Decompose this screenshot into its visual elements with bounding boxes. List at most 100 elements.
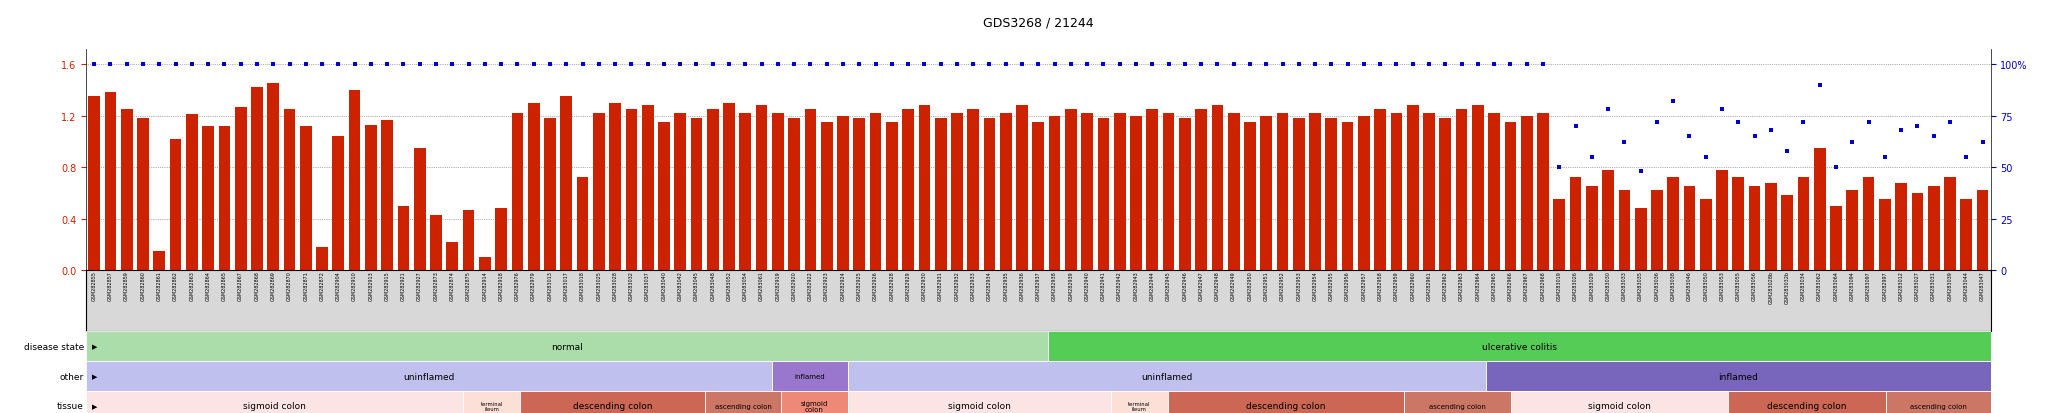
- Point: [549, 62, 582, 68]
- Bar: [756, 106, 768, 271]
- Text: ascending colon: ascending colon: [1911, 403, 1966, 409]
- Point: [1657, 99, 1690, 105]
- Bar: [1473, 106, 1483, 271]
- Point: [1104, 62, 1137, 68]
- Point: [1819, 164, 1851, 171]
- Point: [1479, 62, 1511, 68]
- Bar: [739, 114, 752, 271]
- Point: [1804, 82, 1837, 89]
- Point: [469, 62, 502, 68]
- Text: sigmoid colon: sigmoid colon: [244, 401, 305, 411]
- Bar: [479, 258, 492, 271]
- Point: [1462, 62, 1495, 68]
- Bar: [1081, 114, 1094, 271]
- Point: [1690, 154, 1722, 161]
- Bar: [903, 110, 913, 271]
- Text: terminal
ileum: terminal ileum: [1128, 401, 1151, 411]
- Bar: [1147, 110, 1159, 271]
- Point: [795, 62, 827, 68]
- Bar: [1292, 119, 1305, 271]
- Bar: [1976, 191, 1989, 271]
- Bar: [1325, 119, 1337, 271]
- Point: [1950, 154, 1982, 161]
- Point: [1446, 62, 1479, 68]
- Bar: [1911, 193, 1923, 271]
- Point: [713, 62, 745, 68]
- Bar: [561, 97, 571, 271]
- Point: [1364, 62, 1397, 68]
- Point: [1755, 128, 1788, 134]
- Bar: [1585, 187, 1597, 271]
- Bar: [414, 149, 426, 271]
- Point: [1526, 62, 1559, 68]
- Point: [1739, 134, 1772, 140]
- Bar: [1505, 123, 1516, 271]
- Point: [1266, 62, 1298, 68]
- Bar: [999, 114, 1012, 271]
- Bar: [1423, 114, 1436, 271]
- Point: [453, 62, 485, 68]
- Bar: [838, 116, 848, 271]
- Bar: [1960, 200, 1972, 271]
- Point: [696, 62, 729, 68]
- Bar: [1407, 106, 1419, 271]
- Bar: [1358, 116, 1370, 271]
- Bar: [1878, 200, 1890, 271]
- Point: [762, 62, 795, 68]
- Point: [1868, 154, 1901, 161]
- Point: [94, 62, 127, 68]
- Bar: [252, 88, 262, 271]
- Point: [680, 62, 713, 68]
- Text: other: other: [59, 372, 84, 381]
- Point: [1933, 119, 1966, 126]
- Point: [1495, 62, 1528, 68]
- Point: [371, 62, 403, 68]
- Bar: [625, 110, 637, 271]
- Bar: [1864, 178, 1874, 271]
- Bar: [88, 97, 100, 271]
- Bar: [528, 104, 539, 271]
- Point: [598, 62, 631, 68]
- Bar: [1049, 116, 1061, 271]
- Point: [78, 62, 111, 68]
- Bar: [805, 110, 817, 271]
- Bar: [848, 361, 1487, 391]
- Point: [940, 62, 973, 68]
- Point: [225, 62, 258, 68]
- Text: sigmoid
colon: sigmoid colon: [801, 400, 827, 412]
- Bar: [690, 119, 702, 271]
- Bar: [1944, 178, 1956, 271]
- Bar: [463, 391, 520, 413]
- Point: [354, 62, 387, 68]
- Point: [143, 62, 176, 68]
- Point: [729, 62, 762, 68]
- Point: [891, 62, 924, 68]
- Point: [1966, 140, 1999, 146]
- Text: ulcerative colitis: ulcerative colitis: [1483, 342, 1556, 351]
- Text: ascending colon: ascending colon: [715, 403, 772, 409]
- Point: [485, 62, 518, 68]
- Point: [745, 62, 778, 68]
- Point: [1722, 119, 1755, 126]
- Bar: [1180, 119, 1190, 271]
- Bar: [463, 210, 475, 271]
- Point: [1591, 107, 1624, 114]
- Bar: [1405, 391, 1511, 413]
- Point: [844, 62, 877, 68]
- Point: [1542, 164, 1575, 171]
- Point: [387, 62, 420, 68]
- Point: [322, 62, 354, 68]
- Point: [403, 62, 436, 68]
- Point: [193, 62, 225, 68]
- Point: [1233, 62, 1266, 68]
- Bar: [1016, 106, 1028, 271]
- Bar: [594, 114, 604, 271]
- Text: ▶: ▶: [92, 373, 98, 379]
- Point: [1851, 119, 1884, 126]
- Bar: [219, 127, 229, 271]
- Bar: [381, 120, 393, 271]
- Bar: [1391, 114, 1403, 271]
- Point: [1249, 62, 1282, 68]
- Bar: [1602, 170, 1614, 271]
- Bar: [1847, 191, 1858, 271]
